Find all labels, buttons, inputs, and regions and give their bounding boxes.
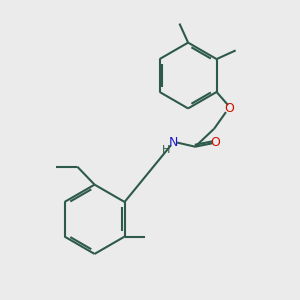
Text: H: H bbox=[162, 145, 170, 155]
Text: O: O bbox=[224, 102, 234, 115]
Text: N: N bbox=[169, 136, 178, 149]
Text: O: O bbox=[210, 136, 220, 149]
